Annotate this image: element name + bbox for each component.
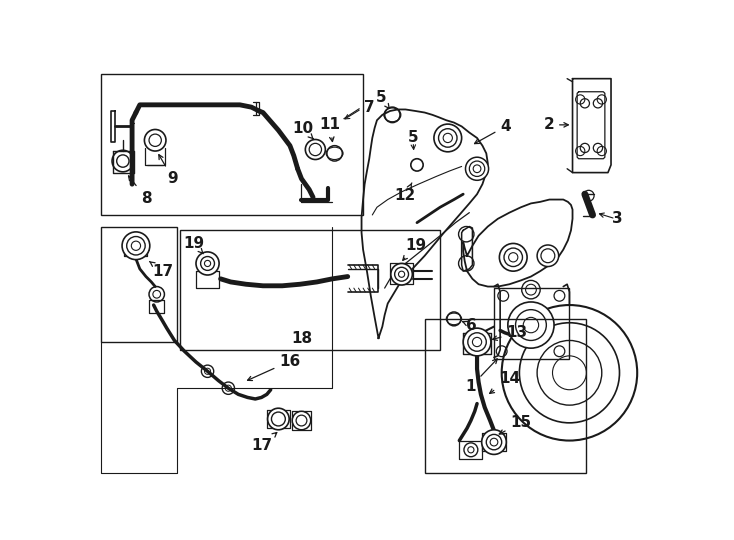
Text: 7: 7 bbox=[364, 100, 374, 114]
Text: 4: 4 bbox=[475, 119, 511, 144]
Circle shape bbox=[482, 430, 506, 455]
Circle shape bbox=[292, 411, 310, 430]
Polygon shape bbox=[463, 200, 573, 287]
Circle shape bbox=[508, 302, 554, 348]
Circle shape bbox=[465, 157, 489, 180]
Text: 19: 19 bbox=[403, 238, 426, 260]
Text: 13: 13 bbox=[493, 325, 528, 340]
Circle shape bbox=[501, 305, 637, 441]
Text: 12: 12 bbox=[395, 183, 416, 203]
Text: 6: 6 bbox=[462, 318, 476, 333]
Text: 5: 5 bbox=[376, 90, 389, 109]
Bar bbox=[425, 319, 586, 473]
Text: 5: 5 bbox=[408, 131, 418, 145]
Circle shape bbox=[434, 124, 462, 152]
Circle shape bbox=[463, 328, 491, 356]
Text: 17: 17 bbox=[251, 433, 277, 454]
Text: 2: 2 bbox=[543, 117, 568, 132]
Circle shape bbox=[522, 280, 540, 299]
Text: 1: 1 bbox=[465, 359, 497, 394]
Circle shape bbox=[537, 245, 559, 267]
Circle shape bbox=[196, 252, 219, 275]
Text: 10: 10 bbox=[292, 121, 313, 139]
Text: 19: 19 bbox=[183, 236, 204, 254]
Bar bbox=[101, 226, 177, 342]
Text: 16: 16 bbox=[247, 354, 300, 381]
Text: 17: 17 bbox=[150, 261, 173, 279]
Bar bbox=[180, 231, 440, 350]
Circle shape bbox=[499, 244, 527, 271]
Text: 15: 15 bbox=[499, 415, 531, 434]
Bar bbox=[101, 74, 363, 215]
Text: 11: 11 bbox=[319, 117, 341, 141]
Bar bbox=[494, 288, 570, 359]
Text: 9: 9 bbox=[159, 154, 178, 186]
Text: 8: 8 bbox=[128, 176, 151, 206]
Polygon shape bbox=[362, 110, 488, 338]
Circle shape bbox=[122, 232, 150, 260]
Circle shape bbox=[390, 264, 413, 285]
Text: 18: 18 bbox=[291, 330, 312, 346]
Circle shape bbox=[268, 408, 289, 430]
Text: 3: 3 bbox=[612, 211, 622, 226]
Text: 14: 14 bbox=[490, 372, 520, 394]
